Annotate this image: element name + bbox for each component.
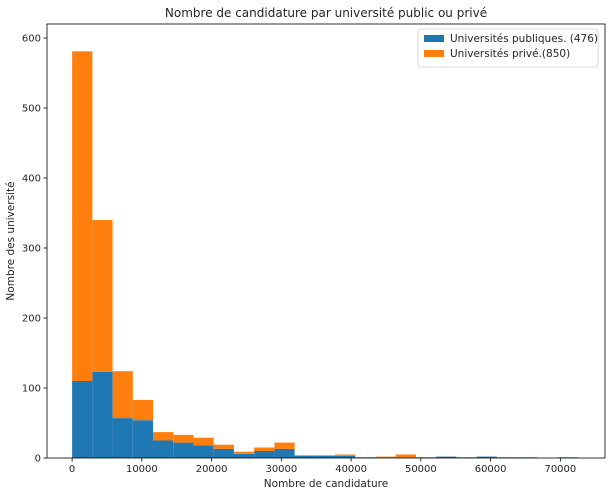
bar-series1-bin7 bbox=[193, 445, 214, 458]
y-tick-label: 500 bbox=[22, 104, 41, 115]
bar-series1-bin11 bbox=[274, 448, 295, 458]
bar-series2-bin5 bbox=[153, 432, 174, 441]
bar-series2-bin1 bbox=[72, 51, 93, 382]
x-tick-label: 40000 bbox=[335, 464, 367, 475]
y-tick-label: 200 bbox=[22, 314, 41, 325]
y-axis-label: Nombre des université bbox=[5, 181, 17, 300]
axes-frame bbox=[46, 23, 606, 459]
bar-series2-bin8 bbox=[213, 444, 234, 449]
bar-series1-bin19 bbox=[436, 456, 457, 458]
bar-series1-bin5 bbox=[153, 440, 174, 458]
bar-series2-bin9 bbox=[233, 451, 255, 454]
bar-series2-bin6 bbox=[173, 434, 194, 443]
bar-series1-bin9 bbox=[233, 453, 255, 458]
bar-series2-bin3 bbox=[112, 371, 133, 419]
bar-series2-bin7 bbox=[193, 437, 214, 446]
legend-swatch-series2 bbox=[424, 50, 444, 57]
legend-swatch-series1 bbox=[424, 35, 444, 42]
bar-series1-bin2 bbox=[92, 371, 113, 458]
bar-series2-bin2 bbox=[92, 220, 113, 372]
legend-label-series1: Universités publiques. (476) bbox=[450, 33, 598, 45]
bar-series2-bin12 bbox=[294, 455, 315, 456]
bar-series2-bin10 bbox=[254, 447, 275, 451]
bars-group bbox=[72, 51, 578, 458]
legend-label-series2: Universités privé.(850) bbox=[450, 48, 570, 60]
y-axis-ticks: 0 100 200 300 400 500 600 bbox=[22, 34, 47, 465]
y-tick-label: 400 bbox=[22, 174, 41, 185]
x-tick-label: 0 bbox=[69, 464, 75, 475]
y-tick-label: 600 bbox=[22, 34, 41, 45]
legend-box bbox=[417, 28, 599, 68]
bar-series2-bin11 bbox=[274, 442, 295, 449]
bar-series1-bin8 bbox=[213, 448, 234, 458]
x-tick-label: 10000 bbox=[126, 464, 158, 475]
bar-series1-bin4 bbox=[132, 420, 154, 458]
bar-series2-bin17 bbox=[395, 454, 416, 458]
y-tick-label: 300 bbox=[22, 244, 41, 255]
x-tick-label: 60000 bbox=[475, 464, 507, 475]
bar-series2-bin13 bbox=[314, 455, 336, 456]
bar-series1-bin14 bbox=[335, 455, 356, 458]
x-tick-label: 50000 bbox=[405, 464, 437, 475]
y-tick-label: 0 bbox=[35, 454, 41, 465]
x-axis-label: Nombre de candidature bbox=[264, 478, 388, 490]
bar-series2-bin4 bbox=[132, 399, 154, 421]
bar-series2-bin16 bbox=[375, 456, 396, 458]
bar-series2-bin14 bbox=[335, 454, 356, 456]
bar-series1-bin10 bbox=[254, 451, 275, 458]
y-tick-label: 100 bbox=[22, 384, 41, 395]
bar-series1-bin6 bbox=[173, 442, 194, 458]
bar-series1-bin1 bbox=[72, 381, 93, 458]
bar-series1-bin21 bbox=[476, 456, 497, 458]
bar-series1-bin13 bbox=[314, 455, 336, 458]
x-tick-label: 20000 bbox=[196, 464, 228, 475]
chart-title: Nombre de candidature par université pub… bbox=[165, 6, 487, 20]
bar-series1-bin12 bbox=[294, 455, 315, 458]
x-tick-label: 30000 bbox=[265, 464, 297, 475]
bar-series1-bin3 bbox=[112, 418, 133, 458]
x-tick-label: 70000 bbox=[544, 464, 576, 475]
x-axis-ticks: 0 10000 20000 30000 40000 50000 60000 70000 bbox=[69, 458, 576, 475]
legend: Universités publiques. (476) Universités … bbox=[417, 28, 599, 68]
